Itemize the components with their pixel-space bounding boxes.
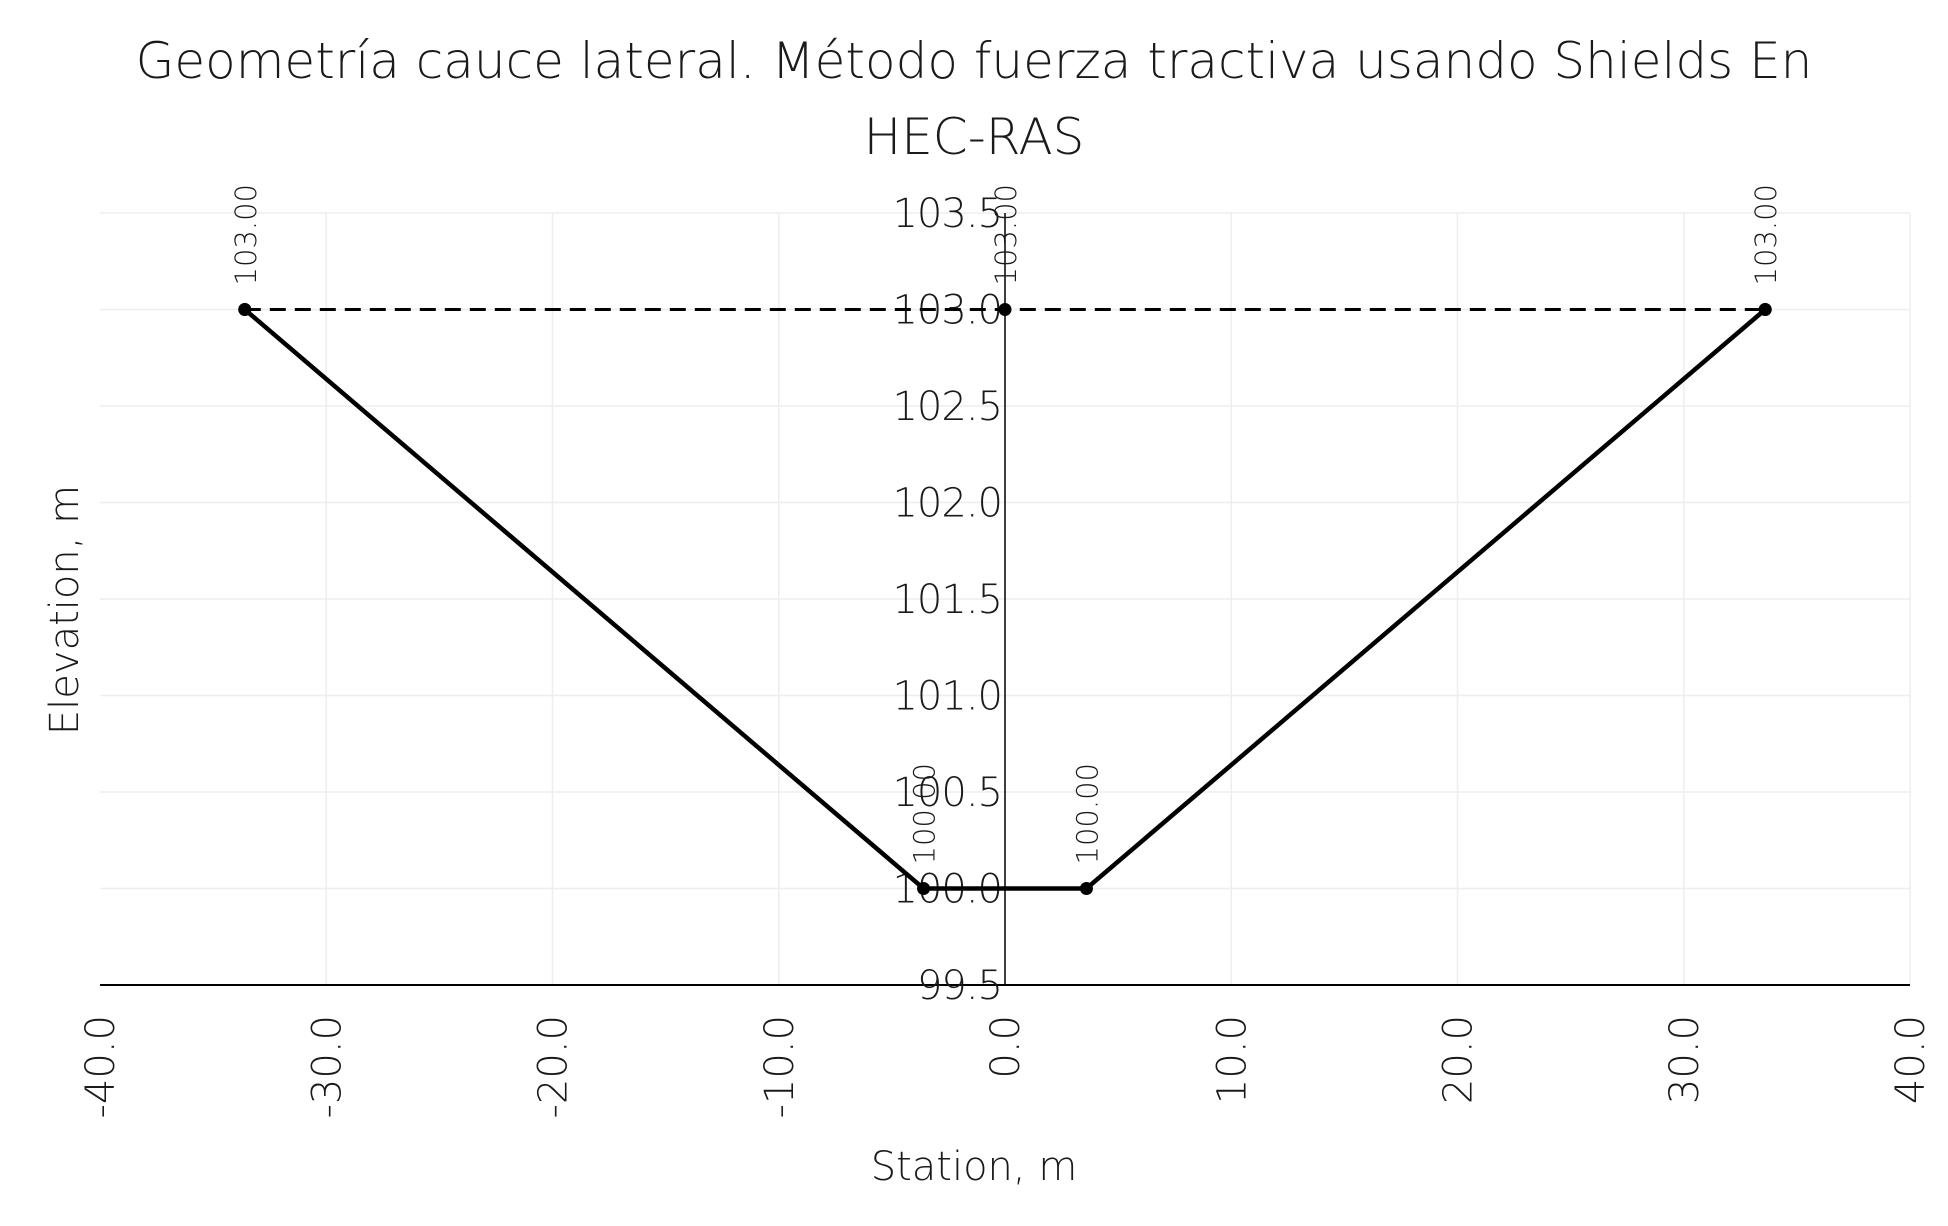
data-label: 103.00 — [229, 184, 263, 285]
data-point — [998, 303, 1012, 316]
data-labels: 103.00 103.00 100.00 100.00 103.00 — [229, 184, 1783, 864]
y-tick-label: 101.0 — [892, 674, 1002, 720]
x-tick-labels: -40.0 -30.0 -20.0 -10.0 0.0 10.0 20.0 30.0 40.0 — [78, 1015, 1934, 1119]
x-tick-label: 40.0 — [1888, 1015, 1934, 1104]
x-tick-label: 30.0 — [1662, 1015, 1708, 1104]
y-tick-label: 100.5 — [892, 770, 1002, 816]
x-tick-label: 20.0 — [1436, 1015, 1482, 1104]
data-label: 103.00 — [1749, 184, 1783, 285]
x-tick-label: -20.0 — [531, 1015, 577, 1119]
data-label: 103.00 — [989, 184, 1023, 285]
y-tick-label: 99.5 — [917, 963, 1002, 1009]
x-tick-label: -30.0 — [304, 1015, 350, 1119]
y-tick-label: 103.5 — [892, 191, 1002, 237]
x-tick-label: -10.0 — [757, 1015, 803, 1119]
data-point — [1758, 303, 1772, 316]
data-point — [238, 303, 252, 316]
x-tick-label: -40.0 — [78, 1015, 124, 1119]
x-tick-label: 10.0 — [1209, 1015, 1255, 1104]
y-axis-title: Elevation, m — [42, 485, 88, 735]
data-point — [1079, 882, 1093, 895]
series — [238, 303, 1772, 895]
y-tick-label: 102.0 — [892, 481, 1002, 527]
data-label: 100.00 — [908, 763, 942, 864]
data-point — [917, 882, 931, 895]
x-tick-label: 0.0 — [983, 1015, 1029, 1079]
y-tick-label: 102.5 — [892, 384, 1002, 430]
channel-line — [243, 307, 1767, 891]
x-axis-title: Station, m — [871, 1144, 1078, 1190]
axes — [100, 213, 1910, 986]
chart-title-line-1: Geometría cauce lateral. Método fuerza t… — [136, 32, 1813, 90]
data-label: 100.00 — [1070, 763, 1104, 864]
y-tick-label: 101.5 — [892, 577, 1002, 623]
y-tick-labels: 99.5100.0100.5101.0101.5102.0102.5103.01… — [892, 191, 1003, 1009]
chart-title-line-2: HEC-RAS — [864, 108, 1085, 166]
